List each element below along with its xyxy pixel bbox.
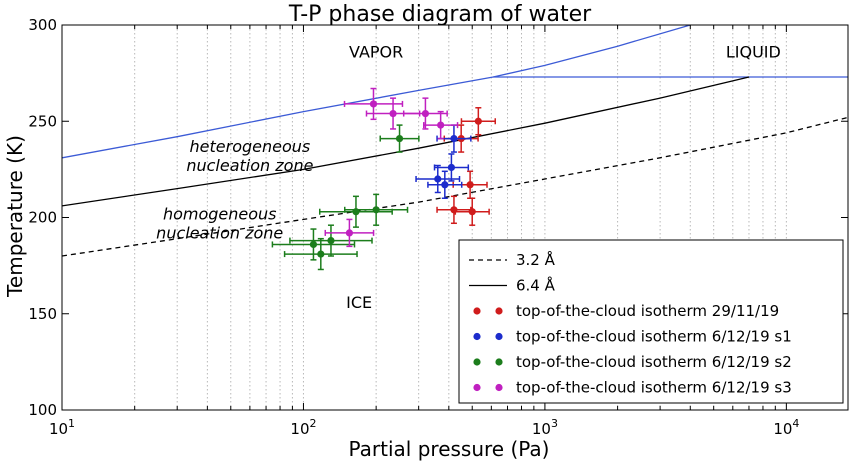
data-point	[369, 100, 378, 108]
x-tick-exponent: 3	[551, 417, 558, 430]
legend-marker-dot	[495, 307, 503, 315]
data-point	[317, 250, 325, 258]
y-axis-label: Temperature (K)	[3, 135, 27, 298]
series-3	[271, 124, 420, 271]
legend: 3.2 Å 6.4 Å top-of-the-cloud isotherm 29/1…	[458, 239, 844, 404]
region-label-vapor: VAPOR	[349, 43, 403, 62]
data-point	[441, 181, 449, 189]
data-point	[421, 109, 430, 118]
x-tick-base: 10	[773, 420, 792, 438]
x-tick-base: 10	[290, 420, 309, 438]
x-tick-label: 104	[773, 417, 799, 438]
legend-entry: top-of-the-cloud isotherm 6/12/19 s1	[473, 328, 792, 346]
legend-entry: top-of-the-cloud isotherm 6/12/19 s3	[473, 379, 792, 397]
x-tick-label: 101	[49, 417, 75, 438]
legend-marker-dot	[473, 332, 481, 341]
legend-marker-dot	[495, 358, 503, 366]
data-point	[327, 237, 335, 245]
y-tick-label: 200	[28, 209, 57, 227]
region-label-ice: ICE	[346, 293, 372, 312]
data-point	[468, 208, 476, 216]
y-tick-label: 100	[28, 401, 57, 419]
phase-curves	[62, 25, 848, 257]
legend-entry: top-of-the-cloud isotherm 29/11/19	[473, 302, 779, 320]
zone-label-line: homogeneous	[163, 204, 277, 223]
legend-marker-dot	[495, 332, 503, 341]
data-point	[437, 121, 445, 129]
legend-label: top-of-the-cloud isotherm 6/12/19 s3	[516, 379, 792, 397]
series-1	[436, 107, 496, 226]
chart-title: T-P phase diagram of water	[288, 2, 592, 27]
y-tick-label: 250	[28, 112, 57, 130]
data-point	[474, 117, 482, 125]
data-point	[395, 134, 404, 143]
y-tick-label: 150	[28, 305, 57, 323]
x-tick-label: 103	[532, 417, 558, 438]
legend-label: top-of-the-cloud isotherm 29/11/19	[516, 302, 779, 320]
region-label-liquid: LIQUID	[726, 43, 781, 62]
series-4	[324, 87, 459, 248]
legend-entry: 3.2 Å	[469, 250, 556, 269]
y-tick-label: 300	[28, 16, 57, 34]
data-point	[389, 109, 397, 118]
zone-label-line: nucleation zone	[186, 156, 313, 175]
legend-label: top-of-the-cloud isotherm 6/12/19 s1	[516, 328, 792, 346]
data-point	[309, 240, 318, 249]
series-2	[415, 124, 472, 199]
data-point	[447, 163, 456, 172]
legend-marker-dot	[473, 358, 481, 366]
x-tick-base: 10	[49, 420, 68, 438]
legend-label: 3.2 Å	[516, 250, 556, 269]
x-axis-label: Partial pressure (Pa)	[349, 437, 550, 461]
data-point	[352, 208, 360, 216]
data-points	[271, 87, 496, 271]
data-point	[434, 175, 442, 183]
legend-entry: 6.4 Å	[469, 276, 556, 295]
legend-box	[458, 239, 844, 404]
zone-label: homogeneous nucleation zone	[156, 204, 283, 242]
zone-label-line: heterogeneous	[190, 137, 311, 156]
legend-label: top-of-the-cloud isotherm 6/12/19 s2	[516, 353, 792, 371]
zone-label: heterogeneous nucleation zone	[186, 137, 313, 175]
curve-saturation	[62, 25, 691, 159]
zone-label-line: nucleation zone	[156, 223, 283, 242]
curve-6-4-	[62, 76, 750, 207]
data-point	[450, 134, 458, 143]
x-tick-exponent: 1	[68, 417, 75, 430]
x-tick-exponent: 2	[310, 417, 317, 430]
x-tick-label: 102	[290, 417, 316, 438]
x-tick-base: 10	[532, 420, 551, 438]
curve-3-2-	[62, 116, 848, 257]
legend-entry: top-of-the-cloud isotherm 6/12/19 s2	[473, 353, 792, 371]
legend-marker-dot	[495, 383, 503, 392]
legend-marker-dot	[473, 307, 481, 315]
x-tick-exponent: 4	[792, 417, 799, 430]
data-point	[466, 181, 474, 189]
legend-label: 6.4 Å	[516, 276, 556, 295]
legend-marker-dot	[473, 383, 481, 392]
data-point	[345, 229, 354, 237]
